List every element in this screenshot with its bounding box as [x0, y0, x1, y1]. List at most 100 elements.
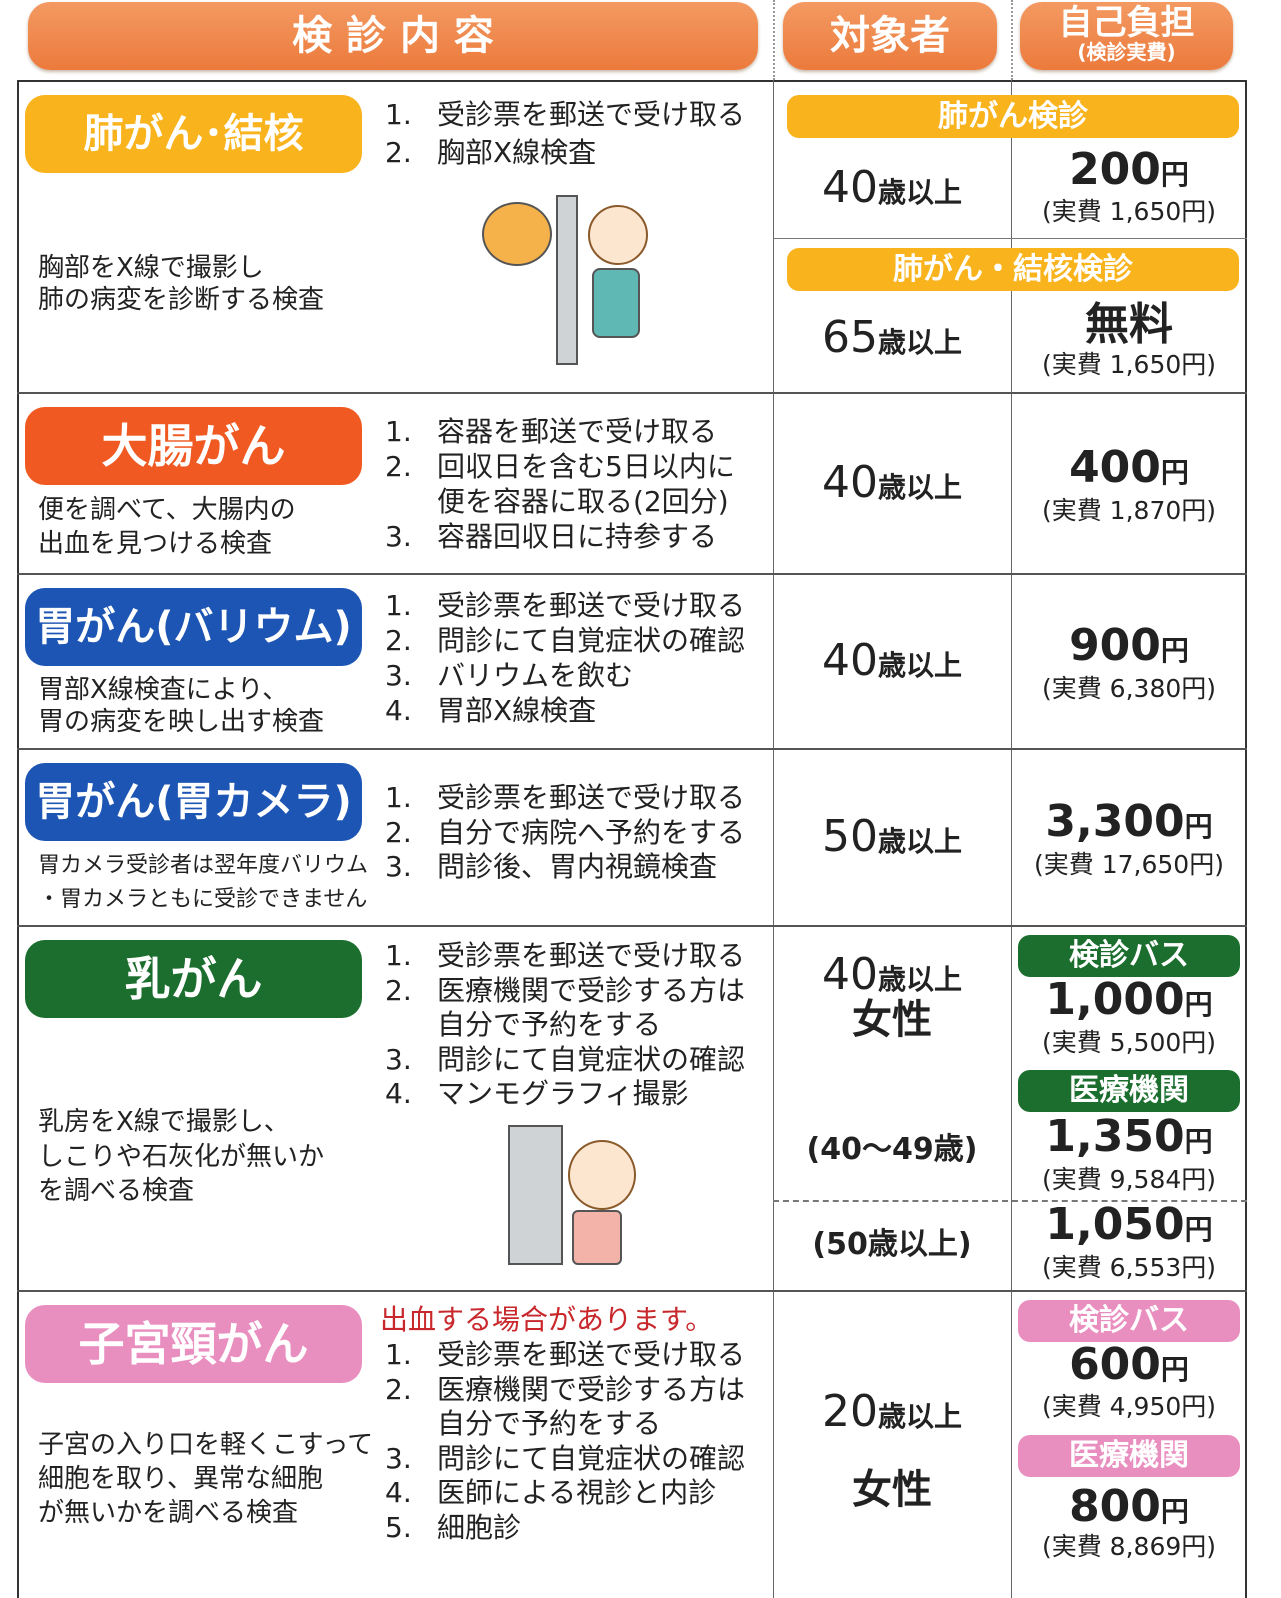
step-text: 容器回収日に持参する — [437, 520, 718, 553]
description: ・胃カメラともに受診できません — [38, 887, 368, 912]
sex: 女性 — [852, 997, 932, 1043]
description: しこりや石灰化が無いか — [38, 1142, 325, 1172]
exam-name: 胃がん(胃カメラ) — [25, 763, 362, 841]
age-unit: 歳以上 — [877, 470, 962, 504]
exam-name: 肺がん･結核 — [25, 95, 362, 173]
age: 40歳以上 — [773, 633, 1011, 698]
age: 20歳以上 — [773, 1384, 1011, 1449]
price-unit: 円 — [1184, 1125, 1213, 1158]
actual-cost: (実費 1,650円) — [1041, 350, 1217, 379]
step-number: 2. — [385, 136, 412, 169]
header-content: 検 診 内 容 — [28, 2, 758, 70]
option-label: 医療機関 — [1018, 1435, 1240, 1477]
illustration-bubble — [482, 202, 552, 266]
price: 1,000円 — [1011, 972, 1247, 1037]
price: 1,050円 — [1011, 1197, 1247, 1262]
step-number: 3. — [385, 520, 412, 553]
option-label: 医療機関 — [1018, 1070, 1240, 1112]
illustration-mammo — [508, 1125, 563, 1265]
price-amount: 800 — [1069, 1481, 1161, 1532]
price-amount: 1,350 — [1045, 1111, 1185, 1162]
step-text: 便を容器に取る(2回分) — [437, 485, 729, 518]
age: 40歳以上 — [773, 160, 1011, 225]
description: 胃の病変を映し出す検査 — [38, 707, 325, 737]
price: 無料 — [1011, 297, 1247, 362]
dashed-line — [773, 1200, 1247, 1202]
row-line — [17, 392, 1247, 394]
age-unit: 歳以上 — [877, 963, 962, 996]
age: 40歳以上 — [773, 455, 1011, 520]
step-number: 4. — [385, 1077, 412, 1110]
price-amount: 900 — [1069, 619, 1161, 671]
step-text: マンモグラフィ撮影 — [437, 1077, 689, 1110]
column-line — [1011, 80, 1012, 1598]
step-text: 自分で予約をする — [437, 1008, 662, 1041]
step-number: 2. — [385, 1372, 412, 1406]
header-divider — [1011, 0, 1013, 80]
age: 40歳以上 — [773, 947, 1011, 1012]
step-number: 2. — [385, 624, 412, 657]
row-line — [17, 925, 1247, 927]
description: 細胞を取り、異常な細胞 — [38, 1464, 323, 1494]
price-amount: 3,300 — [1045, 795, 1185, 847]
header-divider — [773, 0, 775, 80]
age-number: 20 — [821, 1386, 878, 1437]
step-number: 2. — [385, 973, 412, 1007]
price-amount: 無料 — [1085, 299, 1173, 350]
row-line — [17, 573, 1247, 575]
step-text: 問診にて自覚症状の確認 — [437, 1441, 746, 1475]
description: 肺の病変を診断する検査 — [38, 285, 325, 315]
illustration-person — [588, 205, 648, 265]
step-number: 3. — [385, 850, 412, 883]
age-number: 40 — [821, 456, 878, 508]
price-amount: 200 — [1069, 144, 1161, 195]
description: 胃カメラ受診者は翌年度バリウム — [38, 853, 369, 878]
step-text: 医師による視診と内診 — [437, 1476, 717, 1509]
header-cost-note: (検診実費) — [1077, 40, 1176, 64]
actual-cost: (実費 6,380円) — [1041, 673, 1217, 703]
age: 50歳以上 — [773, 809, 1011, 874]
description: が無いかを調べる検査 — [38, 1498, 299, 1528]
step-text: 問診にて自覚症状の確認 — [437, 624, 746, 657]
step-number: 5. — [385, 1510, 412, 1544]
actual-cost: (実費 17,650円) — [1034, 849, 1224, 879]
description: 胃部X線検査により、 — [38, 675, 289, 705]
illustration-xray — [556, 195, 578, 365]
actual-cost: (実費 4,950円) — [1041, 1392, 1217, 1421]
header-cost-pill: 自己負担 (検診実費) — [1020, 2, 1233, 70]
step-number: 3. — [385, 1441, 412, 1475]
price-unit: 円 — [1184, 1213, 1213, 1246]
age-subgroup: (40～49歳) — [806, 1132, 978, 1167]
step-number: 1. — [385, 589, 412, 622]
age-subgroup: (50歳以上) — [812, 1227, 972, 1262]
step-number: 1. — [385, 415, 412, 448]
step-number: 2. — [385, 815, 412, 849]
actual-cost: (実費 1,650円) — [1041, 197, 1217, 226]
step-number: 4. — [385, 694, 412, 727]
price: 200円 — [1011, 142, 1247, 207]
price-amount: 600 — [1069, 1339, 1161, 1390]
step-text: 受診票を郵送で受け取る — [437, 781, 746, 814]
age-unit: 歳以上 — [877, 824, 962, 858]
age-number: 40 — [821, 634, 878, 686]
sex: 女性 — [852, 1467, 932, 1513]
step-number: 3. — [385, 659, 412, 692]
age-number: 65 — [821, 312, 878, 363]
description: を調べる検査 — [38, 1176, 195, 1206]
column-line — [773, 80, 774, 1598]
step-number: 1. — [385, 939, 412, 972]
step-number: 2. — [385, 450, 412, 483]
description: 出血を見つける検査 — [38, 529, 273, 559]
price: 900円 — [1011, 618, 1247, 683]
price-amount: 400 — [1069, 441, 1161, 493]
exam-name: 大腸がん — [25, 407, 362, 485]
illustration-person — [568, 1140, 636, 1210]
actual-cost: (実費 9,584円) — [1041, 1165, 1217, 1194]
row-line — [17, 1290, 1247, 1292]
step-text: 回収日を含む5日以内に — [437, 450, 735, 483]
price-unit: 円 — [1160, 455, 1189, 489]
row-line — [773, 238, 1247, 239]
age-number: 40 — [821, 162, 878, 213]
price-amount: 1,000 — [1045, 974, 1185, 1025]
